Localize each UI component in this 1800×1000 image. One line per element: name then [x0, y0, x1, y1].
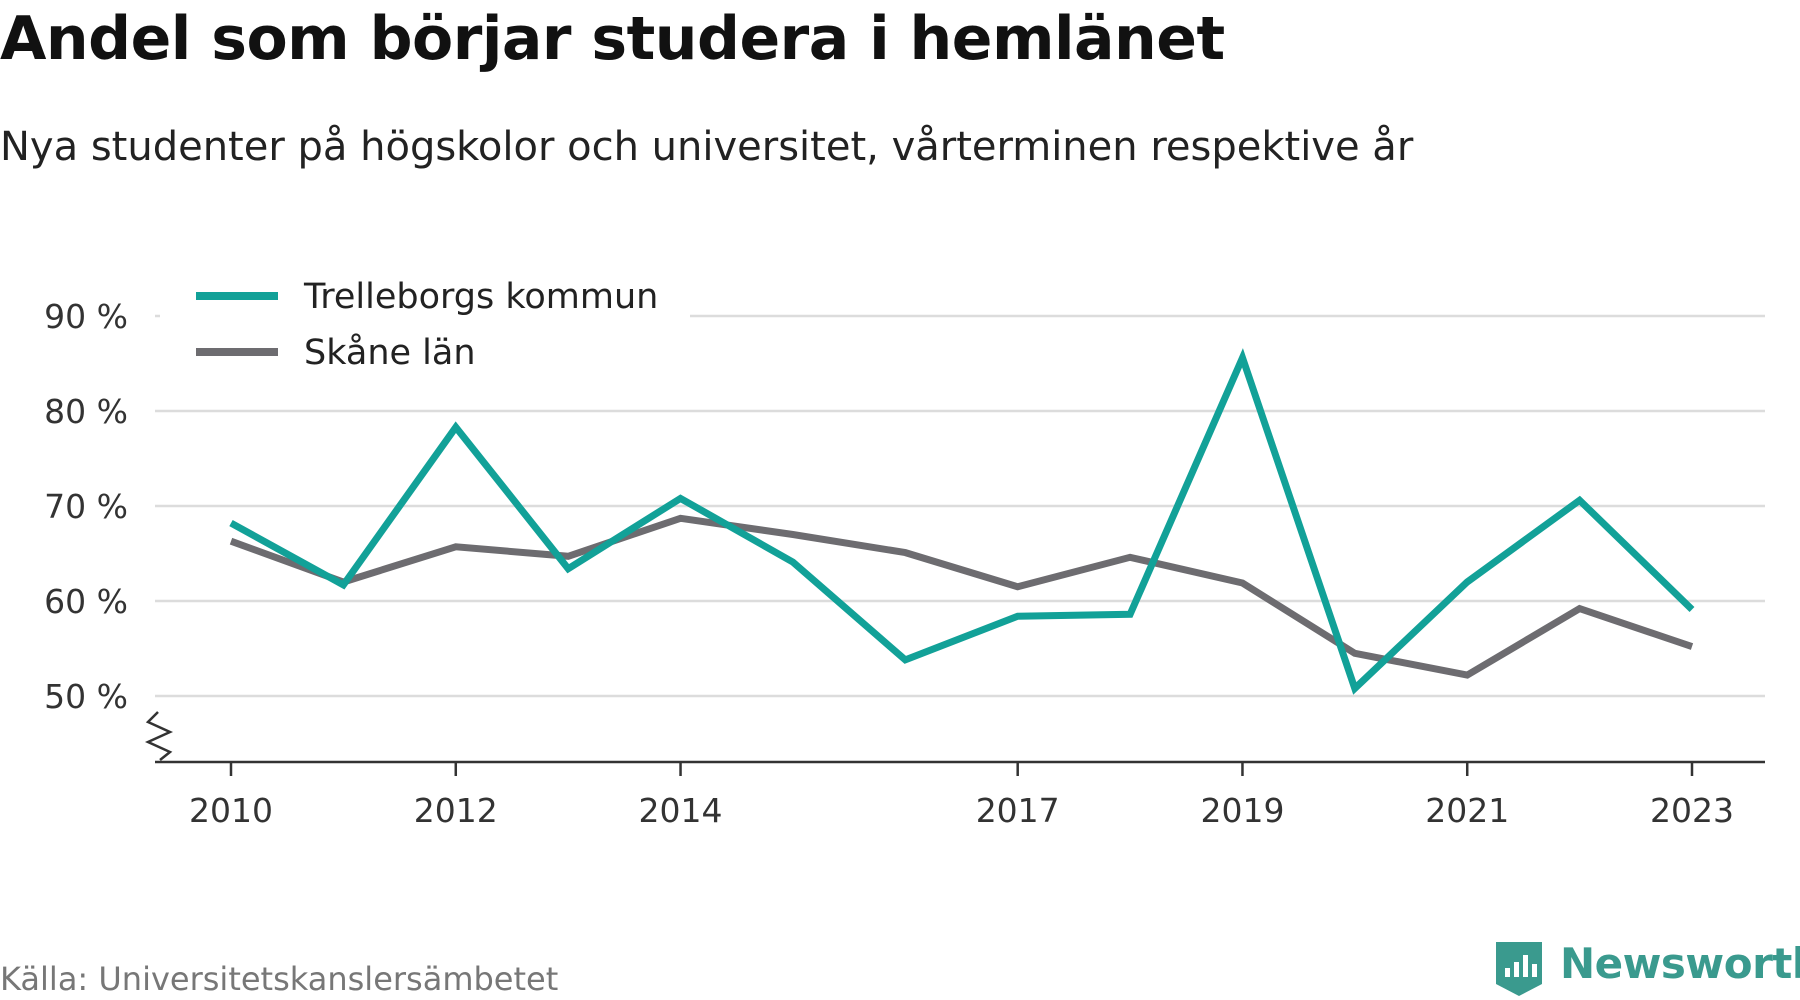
x-tick-label: 2021 — [1425, 791, 1509, 830]
chart-title: Andel som börjar studera i hemlänet — [0, 4, 1225, 74]
y-axis: 50 % 60 % 70 % 80 % 90 % — [44, 297, 174, 761]
brand-name: Newsworthy — [1560, 939, 1800, 988]
source-note: Källa: Universitetskanslersämbetet — [0, 960, 559, 998]
series-line-skane — [229, 514, 1694, 679]
y-tick-label: 50 % — [44, 677, 128, 716]
x-tick-label: 2017 — [976, 791, 1060, 830]
x-axis: 2010 2012 2014 2017 2019 2021 2023 — [155, 760, 1765, 830]
y-tick-label: 60 % — [44, 582, 128, 621]
x-tick-label: 2023 — [1650, 791, 1734, 830]
y-tick-label: 70 % — [44, 487, 128, 526]
newsworthy-logo-icon — [1496, 942, 1542, 996]
legend: Trelleborgs kommun Skåne län — [160, 270, 690, 376]
chart-subtitle: Nya studenter på högskolor och universit… — [0, 124, 1414, 170]
x-tick-label: 2014 — [639, 791, 723, 830]
axis-break-icon — [144, 711, 174, 761]
y-tick-label: 80 % — [44, 392, 128, 431]
legend-label-skane: Skåne län — [304, 332, 476, 373]
x-tick-label: 2010 — [189, 791, 273, 830]
legend-label-trelleborg: Trelleborgs kommun — [303, 277, 658, 317]
series-lines — [229, 348, 1695, 695]
x-tick-label: 2012 — [414, 791, 498, 830]
legend-background — [160, 270, 690, 376]
y-tick-label: 90 % — [44, 297, 128, 336]
series-line-trelleborg — [229, 348, 1695, 695]
x-tick-label: 2019 — [1200, 791, 1284, 830]
